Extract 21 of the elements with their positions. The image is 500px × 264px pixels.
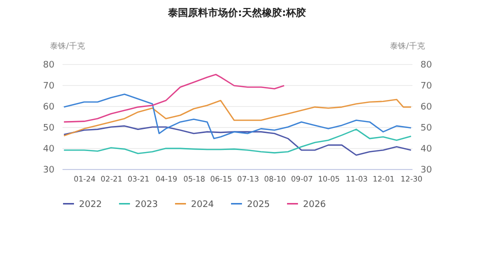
legend-label: 2026 — [303, 200, 326, 210]
y-axis-title: 泰铢/千克 — [50, 42, 85, 50]
legend-label: 2022 — [79, 200, 102, 210]
y2-tick-label: 50 — [420, 124, 432, 134]
y-tick-label: 40 — [43, 144, 55, 154]
chart-title: 泰国原料市场价:天然橡胶:杯胶 — [167, 7, 306, 19]
y2-tick-label: 70 — [420, 82, 432, 92]
y-tick-label: 50 — [43, 124, 55, 134]
legend-label: 2024 — [191, 200, 214, 210]
y2-tick-label: 30 — [420, 166, 432, 176]
y-tick-label: 60 — [43, 102, 55, 112]
line-series — [63, 74, 285, 123]
y2-axis-title: 泰铢/千克 — [390, 42, 425, 50]
legend-label: 2025 — [247, 200, 270, 210]
legend-label: 2023 — [135, 200, 158, 210]
y2-tick-label: 60 — [420, 102, 432, 112]
y2-tick-label: 40 — [420, 144, 432, 154]
y-tick-label: 70 — [43, 82, 55, 92]
y-tick-label: 80 — [43, 60, 55, 70]
y2-tick-label: 80 — [420, 60, 432, 70]
y-tick-label: 30 — [43, 166, 55, 176]
